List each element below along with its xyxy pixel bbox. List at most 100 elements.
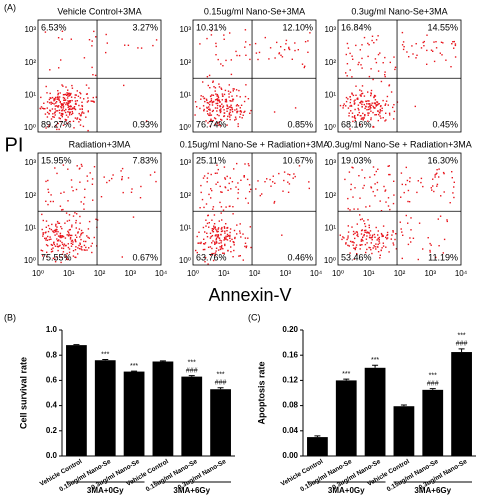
event-dot	[343, 103, 345, 105]
event-dot	[377, 70, 380, 72]
event-dot	[200, 95, 202, 97]
event-dot	[394, 66, 397, 68]
event-dot	[203, 243, 206, 245]
bar	[422, 389, 444, 456]
event-dot	[415, 43, 417, 45]
event-dot	[229, 235, 231, 238]
event-dot	[210, 98, 213, 100]
event-dot	[223, 38, 225, 40]
event-dot	[364, 223, 366, 225]
event-dot	[357, 235, 359, 238]
event-dot	[361, 85, 364, 87]
event-dot	[50, 103, 52, 105]
event-dot	[392, 242, 394, 244]
event-dot	[215, 54, 217, 56]
event-dot	[393, 180, 395, 182]
event-dot	[221, 103, 223, 105]
y-tick-label: 0.8	[46, 350, 58, 359]
event-dot	[56, 110, 59, 112]
event-dot	[211, 229, 214, 232]
event-dot	[377, 243, 379, 246]
quadrant-label: 7.83%	[132, 155, 158, 165]
y-tick-label: 10¹	[179, 90, 191, 99]
event-dot	[399, 221, 401, 223]
event-dot	[347, 237, 349, 239]
event-dot	[356, 223, 358, 225]
event-dot	[77, 231, 79, 233]
event-dot	[202, 105, 205, 107]
event-dot	[225, 99, 228, 102]
event-dot	[212, 230, 215, 233]
event-dot	[68, 92, 70, 94]
event-dot	[373, 233, 376, 236]
event-dot	[58, 117, 60, 119]
event-dot	[361, 92, 364, 95]
event-dot	[81, 165, 83, 167]
event-dot	[454, 43, 457, 45]
event-dot	[46, 239, 49, 241]
event-dot	[212, 80, 214, 82]
event-dot	[217, 228, 219, 230]
event-dot	[385, 201, 387, 203]
event-dot	[90, 100, 92, 102]
event-dot	[65, 94, 68, 96]
error-bar	[188, 375, 195, 377]
event-dot	[69, 120, 71, 123]
event-dot	[54, 229, 57, 231]
plot-frame	[192, 19, 317, 133]
event-dot	[356, 253, 358, 255]
event-dot	[209, 246, 212, 248]
event-dot	[372, 105, 374, 108]
y-tick-label: 10²	[179, 58, 191, 67]
event-dot	[353, 247, 355, 249]
event-dot	[392, 231, 394, 233]
event-dot	[433, 41, 435, 43]
event-dot	[55, 102, 57, 104]
event-dot	[226, 104, 228, 106]
event-dot	[239, 223, 241, 225]
event-dot	[68, 214, 71, 216]
event-dot	[67, 230, 69, 233]
event-dot	[78, 244, 80, 247]
event-dot	[79, 119, 82, 121]
event-dot	[62, 103, 64, 105]
event-dot	[346, 75, 348, 77]
event-dot	[373, 174, 376, 176]
event-dot	[224, 99, 227, 101]
event-dot	[63, 102, 65, 104]
event-dot	[436, 183, 439, 186]
event-dot	[58, 109, 61, 111]
y-tick-label: 10⁰	[24, 123, 36, 132]
event-dot	[55, 101, 58, 103]
event-dot	[212, 119, 214, 122]
event-dot	[66, 252, 68, 255]
event-dot	[59, 244, 61, 247]
event-dot	[215, 102, 217, 105]
x-tick-label: 10⁴	[155, 269, 168, 278]
event-dot	[278, 53, 280, 55]
event-dot	[61, 84, 63, 86]
event-dot	[261, 193, 263, 195]
event-dot	[79, 114, 82, 116]
event-dot	[431, 189, 433, 191]
event-dot	[234, 116, 237, 118]
event-dot	[73, 106, 76, 108]
quadrant-label: 19.03%	[341, 155, 372, 165]
event-group	[45, 163, 96, 211]
event-dot	[49, 92, 51, 95]
event-dot	[365, 251, 367, 254]
significance-label: ###	[215, 380, 227, 387]
event-dot	[50, 97, 52, 99]
event-dot	[400, 196, 402, 198]
event-dot	[354, 102, 356, 104]
quadrant-label: 76.74%	[196, 119, 227, 129]
event-dot	[62, 85, 64, 87]
event-dot	[351, 112, 354, 114]
event-dot	[79, 215, 81, 218]
event-dot	[64, 111, 67, 114]
y-tick-label: 10⁰	[324, 256, 336, 265]
event-dot	[243, 100, 246, 103]
event-dot	[376, 104, 379, 106]
event-dot	[410, 217, 412, 219]
event-dot	[287, 173, 289, 175]
